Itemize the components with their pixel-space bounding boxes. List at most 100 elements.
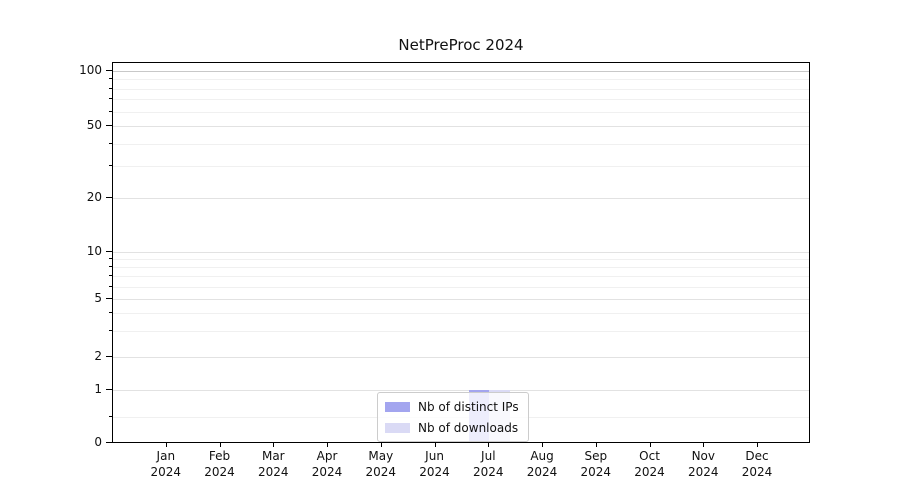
chart-title: NetPreProc 2024 [398,36,524,54]
x-tick-month: Jun [425,449,444,463]
y-minor-tick-80 [109,87,112,89]
gridline-minor-y-60 [113,111,809,113]
x-tick-month: May [368,449,394,463]
x-tick-label: May 2024 [349,449,413,480]
y-minor-tick-70 [109,98,112,100]
gridline-minor-y-80 [113,88,809,90]
x-tick-apr [327,443,329,447]
y-tick-1 [106,389,112,390]
legend-label: Nb of distinct IPs [418,399,519,414]
y-tick-0 [106,442,112,443]
x-tick-label: Nov 2024 [671,449,735,480]
y-tick-label: 2 [94,349,102,363]
legend-swatch [385,401,410,412]
x-tick-jul [488,443,490,447]
gridline-y-50 [113,126,809,127]
gridline-minor-y-6 [113,286,809,288]
x-tick-label: Feb 2024 [188,449,252,480]
x-tick-label: Sep 2024 [564,449,628,480]
x-tick-year: 2024 [365,464,397,479]
x-tick-jun [434,443,436,447]
gridline-y-5 [113,299,809,300]
gridline-y-100 [113,71,809,72]
x-tick-month: Jul [481,449,496,463]
x-tick-year: 2024 [419,464,450,479]
x-tick-month: Aug [530,449,554,463]
x-tick-may [380,443,382,447]
legend-row: Nb of distinct IPs [385,398,519,415]
y-tick-label: 100 [79,63,102,77]
x-tick-year: 2024 [150,464,182,479]
gridline-minor-y-30 [113,166,809,168]
x-tick-year: 2024 [580,464,612,479]
gridline-y-2 [113,357,809,358]
y-minor-tick-4 [109,312,112,314]
gridline-minor-y-7 [113,276,809,278]
x-axis: Jan 2024 Feb 2024 Mar 2024 Apr 2024 May 2024 Jun 20… [112,443,810,493]
legend: Nb of distinct IPs Nb of downloads [377,392,529,442]
x-tick-month: Nov [691,449,715,463]
x-tick-label: Jul 2024 [456,449,520,480]
x-tick-month: Dec [745,449,769,463]
y-tick-label: 0 [94,435,102,449]
y-tick-2 [106,356,112,357]
legend-row: Nb of downloads [385,419,519,436]
y-minor-tick-30 [109,165,112,167]
gridline-minor-y-70 [113,99,809,101]
x-tick-label: Mar 2024 [241,449,305,480]
y-tick-5 [106,298,112,299]
x-tick-year: 2024 [311,464,343,479]
x-tick-month: Jan [156,449,176,463]
x-tick-mar [273,443,275,447]
gridline-minor-y-9 [113,259,809,261]
x-tick-label: Dec 2024 [725,449,789,480]
gridline-y-20 [113,198,809,199]
x-tick-month: Oct [639,449,660,463]
y-minor-tick-60 [109,110,112,112]
x-tick-label: Oct 2024 [618,449,682,480]
x-tick-year: 2024 [688,464,719,479]
x-tick-nov [703,443,705,447]
gridline-minor-y-90 [113,79,809,81]
x-tick-label: Jan 2024 [134,449,198,480]
legend-swatch [385,422,410,433]
x-tick-month: Sep [584,449,608,463]
x-tick-year: 2024 [526,464,558,479]
y-tick-label: 5 [94,291,102,305]
y-minor-tick-40 [109,142,112,144]
x-tick-feb [219,443,221,447]
y-axis: 100 50 20 10 5 2 1 0 [0,62,112,450]
y-tick-10 [106,251,112,252]
y-tick-label: 10 [86,244,102,258]
x-tick-sep [595,443,597,447]
y-minor-tick-90 [109,78,112,80]
x-tick-month: Apr [316,449,338,463]
x-tick-month: Mar [261,449,285,463]
y-tick-100 [106,70,112,71]
y-minor-tick-9 [109,258,112,260]
gridline-minor-y-3 [113,331,809,333]
plot-area [112,62,810,443]
gridline-minor-y-40 [113,143,809,145]
x-tick-year: 2024 [473,464,504,479]
x-tick-year: 2024 [204,464,235,479]
x-tick-year: 2024 [741,464,773,479]
x-tick-label: Aug 2024 [510,449,574,480]
y-tick-label: 50 [86,118,102,132]
x-tick-dec [757,443,759,447]
y-tick-50 [106,125,112,126]
gridline-y-10 [113,252,809,253]
x-tick-oct [649,443,651,447]
x-tick-label: Apr 2024 [295,449,359,480]
y-tick-20 [106,197,112,198]
x-tick-jan [165,443,167,447]
gridline-minor-y-4 [113,313,809,315]
gridline-minor-y-8 [113,267,809,269]
y-tick-label: 20 [86,190,102,204]
gridline-y-1 [113,390,809,391]
y-minor-tick-8 [109,266,112,268]
y-minor-tick-0.5 [109,415,112,417]
y-minor-tick-3 [109,330,112,332]
y-minor-tick-6 [109,285,112,287]
